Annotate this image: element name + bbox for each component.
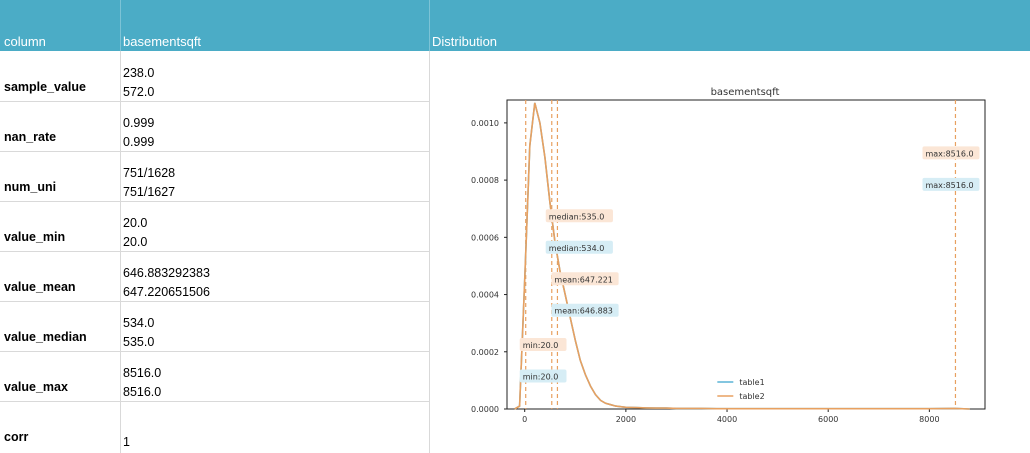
table-row[interactable]: num_uni 751/1628 751/1627: [0, 151, 430, 202]
annotation-box: [545, 209, 613, 223]
value-table2: 647.220651506: [123, 285, 210, 299]
column-gridline: [120, 51, 121, 453]
value-table1: 20.0: [123, 216, 148, 230]
y-tick-label: 0.0002: [471, 348, 499, 357]
value-table2: 751/1627: [123, 185, 176, 199]
row-label: value_max: [4, 380, 68, 394]
distribution-chart-svg: basementsqft 0.0000 0.0002 0.0004 0.0006 0.0…: [471, 87, 986, 424]
header-separator: [120, 0, 121, 51]
value-table1: 751/1628: [123, 166, 176, 180]
annotation-box: [551, 303, 619, 317]
x-tick-label: 4000: [717, 415, 737, 424]
x-tick-label: 8000: [919, 415, 939, 424]
annotation-label: mean:646.883: [554, 307, 612, 316]
row-label: value_median: [4, 330, 87, 344]
annotation-box: [519, 369, 567, 383]
legend-label-table1: table1: [739, 378, 764, 387]
row-label: value_mean: [4, 280, 76, 294]
plot-frame: [506, 99, 986, 410]
annotation-box: [922, 177, 980, 191]
annotation-label: min:20.0: [523, 373, 559, 382]
annotation-label: min:20.0: [523, 341, 559, 350]
legend-label-table2: table2: [739, 392, 764, 401]
value-table2: 535.0: [123, 335, 155, 349]
annotation-label: max:8516.0: [925, 181, 973, 190]
y-tick-label: 0.0004: [471, 291, 499, 300]
header-bar: column basementsqft Distribution: [0, 0, 1030, 51]
value-table1: 646.883292383: [123, 266, 210, 280]
value-table2: 0.999: [123, 135, 155, 149]
value-table1: 0.999: [123, 116, 155, 130]
header-column[interactable]: column: [4, 34, 46, 49]
value-table1: 8516.0: [123, 366, 162, 380]
x-tick-label: 6000: [818, 415, 838, 424]
annotation-box: [551, 272, 619, 286]
y-tick-label: 0.0010: [471, 119, 499, 128]
header-basementsqft[interactable]: basementsqft: [123, 34, 202, 49]
row-label: sample_value: [4, 80, 86, 94]
annotation-label: mean:647.221: [554, 275, 612, 284]
row-label: value_min: [4, 230, 66, 244]
annotation-label: median:535.0: [549, 212, 605, 221]
value-table1: 534.0: [123, 316, 155, 330]
value-table2: 1: [123, 435, 130, 449]
annotation-box: [545, 240, 613, 254]
table-row[interactable]: value_min 20.0 20.0: [0, 201, 430, 252]
row-label: num_uni: [4, 180, 57, 194]
series-line-table2: [514, 102, 970, 410]
annotation-label: max:8516.0: [925, 149, 973, 158]
table-row[interactable]: sample_value 238.0 572.0: [0, 51, 430, 102]
row-label: corr: [4, 430, 29, 444]
header-separator: [429, 0, 430, 51]
row-label: nan_rate: [4, 130, 57, 144]
annotation-box: [922, 146, 980, 160]
value-table2: 8516.0: [123, 385, 162, 399]
x-tick-label: 2000: [616, 415, 636, 424]
value-table1: 238.0: [123, 66, 155, 80]
y-tick-label: 0.0006: [471, 233, 499, 242]
header-distribution[interactable]: Distribution: [432, 34, 498, 49]
y-tick-label: 0.0008: [471, 176, 499, 185]
table-row[interactable]: value_median 534.0 535.0: [0, 301, 430, 352]
distribution-chart: basementsqft 0.0000 0.0002 0.0004 0.0006 0.0…: [460, 80, 995, 425]
series-line-table1: [514, 102, 970, 410]
annotation-label: median:534.0: [549, 244, 605, 253]
column-gridline: [429, 51, 430, 453]
value-table2: 572.0: [123, 85, 155, 99]
y-tick-label: 0.0000: [471, 405, 499, 414]
table-row[interactable]: value_mean 646.883292383 647.220651506: [0, 251, 430, 302]
table-row[interactable]: value_max 8516.0 8516.0: [0, 351, 430, 402]
table-row[interactable]: corr 1: [0, 401, 430, 451]
chart-title: basementsqft: [711, 87, 780, 98]
annotation-box: [519, 338, 567, 352]
x-tick-label: 0: [522, 415, 527, 424]
value-table2: 20.0: [123, 235, 148, 249]
table-row[interactable]: nan_rate 0.999 0.999: [0, 101, 430, 152]
